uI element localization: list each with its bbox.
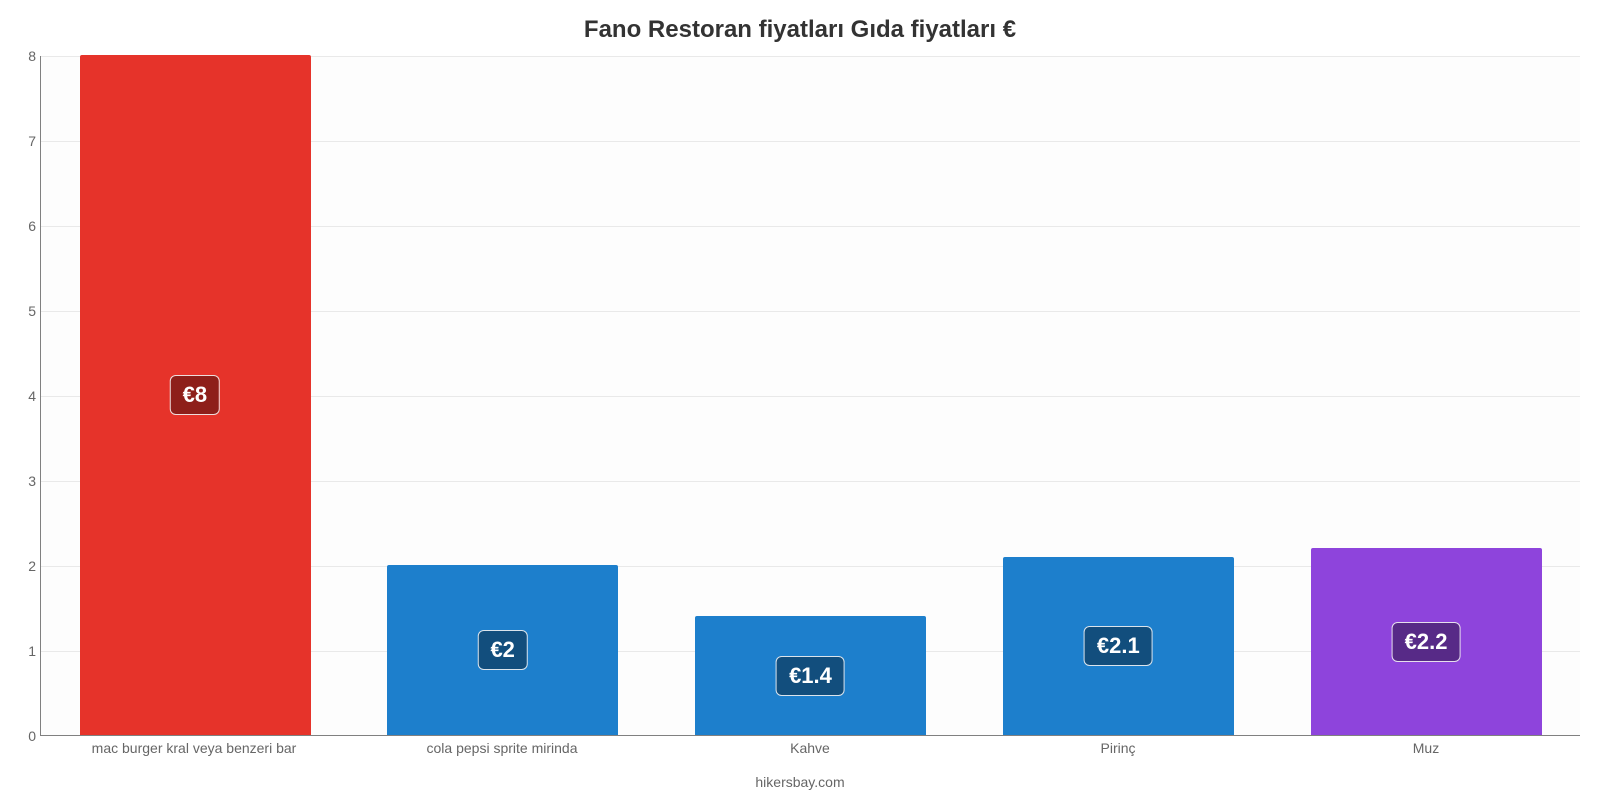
y-tick-label: 4: [6, 388, 36, 404]
plot-area: €8 €2 €1.4 €2.1 €2.2: [40, 56, 1580, 736]
y-tick-label: 0: [6, 728, 36, 744]
chart-title: Fano Restoran fiyatları Gıda fiyatları €: [0, 16, 1600, 44]
y-tick-label: 1: [6, 643, 36, 659]
bar-value-label: €1.4: [776, 656, 845, 696]
y-tick-label: 6: [6, 218, 36, 234]
bar-slot: €2: [349, 56, 657, 735]
y-tick-label: 3: [6, 473, 36, 489]
bar-value-label: €8: [170, 375, 220, 415]
bar-slot: €8: [41, 56, 349, 735]
bar-slot: €2.1: [964, 56, 1272, 735]
x-tick-label: mac burger kral veya benzeri bar: [92, 740, 297, 756]
x-tick-label: cola pepsi sprite mirinda: [427, 740, 578, 756]
price-bar-chart: Fano Restoran fiyatları Gıda fiyatları €…: [0, 0, 1600, 800]
x-tick-label: Pirinç: [1100, 740, 1135, 756]
bar-slot: €2.2: [1272, 56, 1580, 735]
x-tick-label: Kahve: [790, 740, 830, 756]
y-tick-label: 5: [6, 303, 36, 319]
bar-slot: €1.4: [657, 56, 965, 735]
x-tick-label: Muz: [1413, 740, 1439, 756]
y-tick-label: 7: [6, 133, 36, 149]
bar-value-label: €2.2: [1392, 622, 1461, 662]
y-tick-label: 2: [6, 558, 36, 574]
bar-value-label: €2: [477, 630, 527, 670]
chart-credit: hikersbay.com: [0, 774, 1600, 790]
bar-value-label: €2.1: [1084, 626, 1153, 666]
y-tick-label: 8: [6, 48, 36, 64]
bars-container: €8 €2 €1.4 €2.1 €2.2: [41, 56, 1580, 735]
